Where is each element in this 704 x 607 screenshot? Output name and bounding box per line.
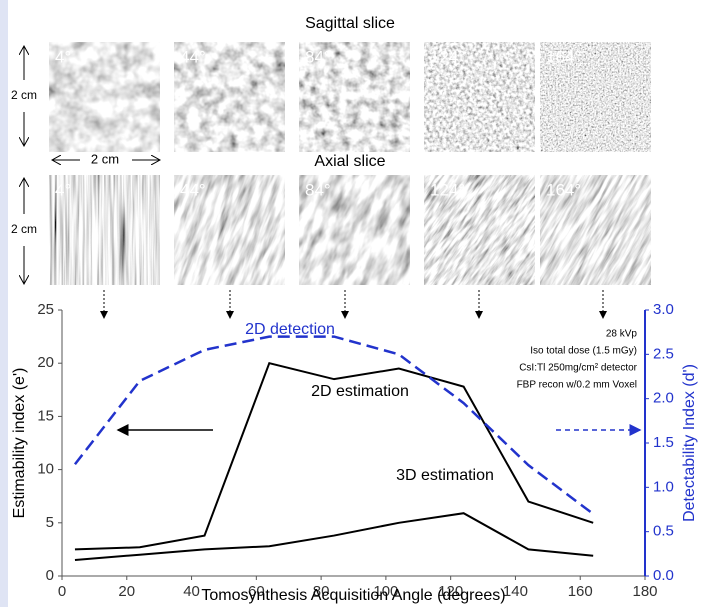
series-line bbox=[74, 362, 594, 551]
angle-label: 44° bbox=[180, 180, 206, 199]
image-panel bbox=[540, 42, 651, 152]
image-panel bbox=[299, 42, 410, 152]
angle-label: 164° bbox=[546, 47, 581, 66]
series-line bbox=[74, 512, 594, 562]
image-panel bbox=[424, 42, 535, 152]
pointer-arrows bbox=[100, 290, 607, 319]
y-tick-label: 20 bbox=[37, 354, 54, 371]
angle-label: 164° bbox=[546, 180, 581, 199]
image-panel bbox=[540, 175, 651, 285]
annotation: FBP recon w/0.2 mm Voxel bbox=[517, 380, 637, 391]
series-label: 2D detection bbox=[245, 321, 335, 338]
side-strip bbox=[0, 0, 8, 607]
x-tick-label: 80 bbox=[313, 583, 330, 600]
image-panels: 4° 4° 44° 44° 84° 84° 124° 124° 164° 164° bbox=[49, 42, 651, 285]
axial-title: Axial slice bbox=[314, 153, 385, 170]
angle-label: 4° bbox=[55, 47, 71, 66]
y2-tick-label: 2.5 bbox=[653, 345, 674, 362]
scale-arrows bbox=[24, 46, 160, 284]
series-line bbox=[73, 335, 594, 515]
image-panel bbox=[49, 42, 160, 152]
x-axis-label: Tomosynthesis Acquisition Angle (degrees… bbox=[201, 587, 505, 604]
y-tick-label: 0 bbox=[46, 567, 54, 584]
x-tick-label: 100 bbox=[373, 583, 398, 600]
y2-tick-label: 1.5 bbox=[653, 434, 674, 451]
y2-tick-label: 3.0 bbox=[653, 301, 674, 318]
x-tick-label: 0 bbox=[58, 583, 66, 600]
series-label: 3D estimation bbox=[396, 467, 494, 484]
x-tick-label: 40 bbox=[183, 583, 200, 600]
y2-tick-label: 2.0 bbox=[653, 390, 674, 407]
angle-label: 124° bbox=[430, 47, 465, 66]
y2-tick-label: 0.5 bbox=[653, 523, 674, 540]
annotation: 28 kVp bbox=[606, 329, 638, 340]
image-panel bbox=[299, 175, 410, 285]
angle-label: 84° bbox=[305, 180, 331, 199]
y-tick-label: 5 bbox=[46, 514, 54, 531]
y-axis-label: Estimability index (e') bbox=[11, 368, 28, 519]
angle-label: 84° bbox=[305, 47, 331, 66]
image-panel bbox=[174, 175, 285, 285]
angle-label: 124° bbox=[430, 180, 465, 199]
x-tick-label: 60 bbox=[248, 583, 265, 600]
annotation: Iso total dose (1.5 mGy) bbox=[530, 346, 637, 357]
annotation: CsI:Tl 250mg/cm² detector bbox=[519, 363, 637, 374]
angle-label: 4° bbox=[55, 180, 71, 199]
y2-axis-label: Detectability Index (d') bbox=[681, 364, 698, 522]
x-tick-label: 120 bbox=[438, 583, 463, 600]
y2-tick-label: 0.0 bbox=[653, 567, 674, 584]
image-panel bbox=[424, 175, 535, 285]
chart: 0 20 40 60 80 100 120 140 160 180 0 5 10 15 20 25 0.0 0.5… bbox=[11, 301, 698, 604]
scale-label: 2 cm bbox=[11, 88, 37, 102]
scale-label: 2 cm bbox=[91, 151, 119, 166]
x-tick-label: 20 bbox=[118, 583, 135, 600]
image-panel bbox=[174, 42, 285, 152]
y-tick-label: 15 bbox=[37, 407, 54, 424]
y-tick-label: 25 bbox=[37, 301, 54, 318]
angle-label: 44° bbox=[180, 47, 206, 66]
x-tick-label: 160 bbox=[568, 583, 593, 600]
y-tick-label: 10 bbox=[37, 461, 54, 478]
image-panel bbox=[49, 175, 160, 285]
y2-tick-label: 1.0 bbox=[653, 478, 674, 495]
x-tick-label: 140 bbox=[503, 583, 528, 600]
x-tick-label: 180 bbox=[632, 583, 657, 600]
scale-label: 2 cm bbox=[11, 222, 37, 236]
series-label: 2D estimation bbox=[311, 383, 409, 400]
sagittal-title: Sagittal slice bbox=[305, 15, 395, 32]
